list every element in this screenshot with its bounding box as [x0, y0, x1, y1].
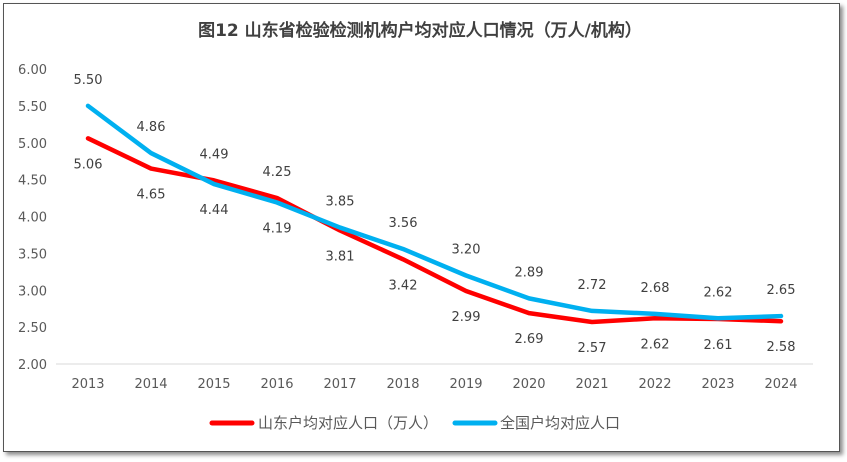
x-tick-label: 2020 — [512, 377, 545, 392]
data-label: 4.65 — [137, 188, 166, 203]
data-label: 2.57 — [578, 341, 607, 356]
y-tick-label: 3.50 — [18, 247, 47, 262]
x-tick-label: 2016 — [260, 377, 293, 392]
y-axis: 2.00 2.50 3.00 3.50 4.00 4.50 5.00 5.50 6.00 — [18, 63, 47, 373]
data-label: 4.86 — [137, 120, 166, 135]
x-tick-label: 2013 — [71, 377, 104, 392]
data-label: 2.58 — [767, 340, 796, 355]
series-line-national — [85, 103, 784, 321]
x-axis: 2013 2014 2015 2016 2017 2018 2019 2020 2021 2022… — [56, 363, 813, 392]
data-label: 5.06 — [74, 157, 103, 172]
y-tick-label: 5.00 — [18, 137, 47, 152]
data-label: 3.20 — [452, 243, 481, 258]
y-tick-label: 4.50 — [18, 174, 47, 189]
data-label: 2.61 — [704, 338, 733, 353]
y-tick-label: 6.00 — [18, 63, 47, 78]
y-tick-label: 4.00 — [18, 211, 47, 226]
x-tick-label: 2022 — [638, 377, 671, 392]
data-label: 4.25 — [263, 165, 292, 180]
y-tick-label: 2.50 — [18, 321, 47, 336]
data-label: 4.44 — [200, 203, 229, 218]
x-tick-label: 2024 — [764, 377, 797, 392]
x-tick-label: 2017 — [323, 377, 356, 392]
data-label: 3.42 — [389, 278, 418, 293]
data-label: 2.99 — [452, 310, 481, 325]
data-label: 3.85 — [326, 195, 355, 210]
data-label: 2.72 — [578, 278, 607, 293]
x-tick-label: 2021 — [575, 377, 608, 392]
data-label: 2.62 — [641, 337, 670, 352]
data-labels: 5.06 4.65 4.49 4.25 3.81 3.42 2.99 2.69 2.57 2.62… — [74, 73, 796, 356]
data-label: 4.19 — [263, 221, 292, 236]
data-label: 4.49 — [200, 147, 229, 162]
data-label: 5.50 — [74, 73, 103, 88]
y-tick-label: 2.00 — [18, 358, 47, 373]
y-tick-label: 5.50 — [18, 100, 47, 115]
chart-frame — [3, 3, 840, 452]
data-label: 2.69 — [515, 332, 544, 347]
x-tick-label: 2018 — [386, 377, 419, 392]
x-tick-label: 2014 — [134, 377, 167, 392]
legend-label-shandong: 山东户均对应人口（万人） — [258, 414, 438, 432]
y-tick-label: 3.00 — [18, 284, 47, 299]
data-label: 2.68 — [641, 281, 670, 296]
x-tick-label: 2019 — [449, 377, 482, 392]
data-label: 2.62 — [704, 285, 733, 300]
data-label: 2.65 — [767, 283, 796, 298]
legend-label-national: 全国户均对应人口 — [500, 414, 620, 432]
series-lines — [85, 103, 784, 325]
legend: 山东户均对应人口（万人） 全国户均对应人口 — [209, 414, 620, 432]
data-label: 2.89 — [515, 265, 544, 280]
x-tick-label: 2015 — [197, 377, 230, 392]
data-label: 3.81 — [326, 250, 355, 265]
x-tick-label: 2023 — [701, 377, 734, 392]
series-line-shandong — [85, 136, 784, 325]
data-label: 3.56 — [389, 216, 418, 231]
chart-title: 图12 山东省检验检测机构户均对应人口情况（万人/机构） — [198, 20, 642, 41]
